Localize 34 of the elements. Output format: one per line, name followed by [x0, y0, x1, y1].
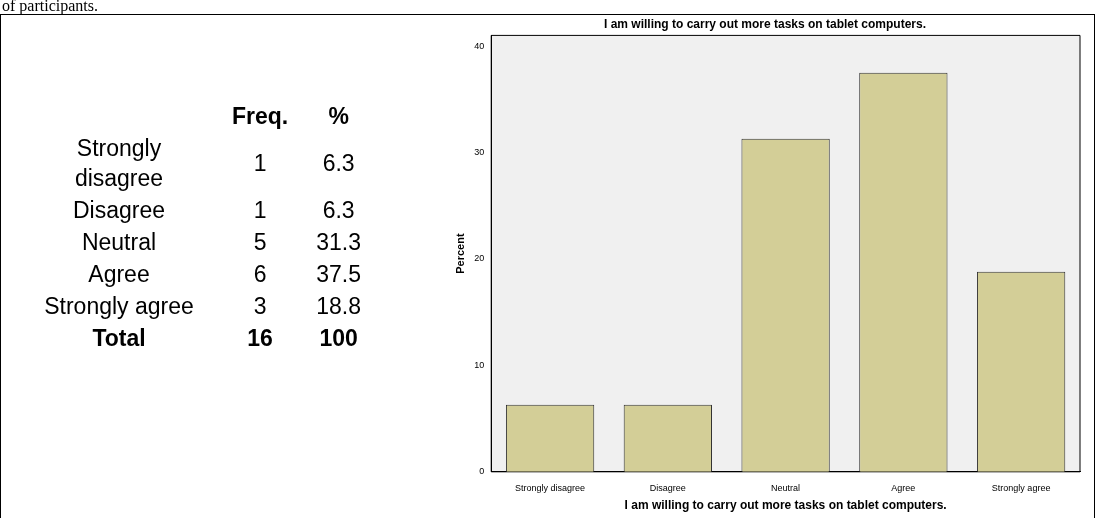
data-label: 18.8	[315, 292, 362, 321]
category-label: Agree	[87, 260, 151, 289]
x-tick-label: Neutral	[771, 482, 801, 493]
data-label: 6	[252, 260, 268, 289]
text: %	[327, 102, 350, 131]
data-label: 16	[246, 324, 274, 353]
category-label: Total	[91, 324, 147, 353]
y-tick-label: 10	[474, 359, 485, 370]
text: Freq.	[231, 102, 290, 131]
data-label: 1	[252, 196, 268, 225]
y-tick-label: 0	[479, 466, 485, 477]
x-tick-label: Disagree	[649, 482, 686, 493]
x-tick-label: Agree	[891, 482, 916, 493]
chart-title: I am willing to carry out more tasks on tablet computers.	[603, 16, 927, 31]
data-label: 100	[318, 324, 359, 353]
category-label: Strongly disagree	[73, 134, 165, 193]
category-label: Disagree	[71, 196, 166, 225]
data-label: 6.3	[321, 149, 356, 178]
data-label: 6.3	[321, 196, 356, 225]
x-tick-label: Strongly agree	[991, 482, 1051, 493]
data-label: 37.5	[315, 260, 362, 289]
x-axis-title: I am willing to carry out more tasks on tablet computers.	[624, 498, 947, 513]
data-label: 3	[252, 292, 268, 321]
category-label: Neutral	[80, 228, 158, 257]
category-label: Strongly agree	[43, 292, 195, 321]
data-label: 5	[252, 228, 268, 257]
y-tick-label: 40	[474, 40, 485, 51]
y-tick-label: 30	[474, 146, 485, 157]
y-axis-title: Percent	[453, 233, 466, 274]
y-tick-label: 20	[474, 253, 485, 264]
x-tick-label: Strongly disagree	[515, 482, 586, 493]
data-label: 31.3	[315, 228, 362, 257]
text: of participants.	[2, 0, 98, 15]
data-label: 1	[252, 149, 268, 178]
